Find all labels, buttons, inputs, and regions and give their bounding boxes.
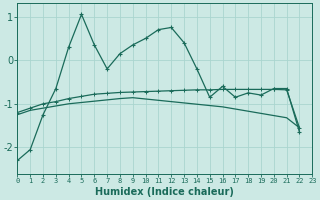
X-axis label: Humidex (Indice chaleur): Humidex (Indice chaleur) [95,187,234,197]
